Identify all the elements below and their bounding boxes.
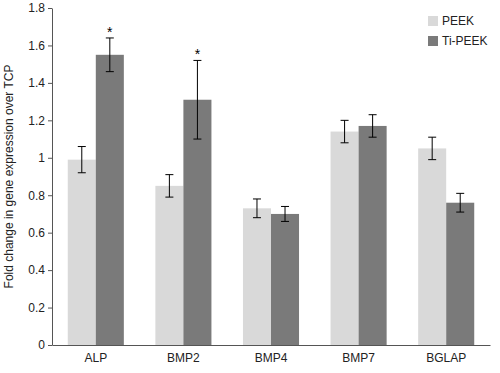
series <box>96 38 474 345</box>
y-axis-line <box>52 9 53 346</box>
error-bar <box>428 137 436 159</box>
x-tick: ALP <box>84 345 107 365</box>
y-tick: 1.6 <box>28 39 52 53</box>
plot: **00.20.40.60.811.21.41.61.8ALPBMP2BMP4B… <box>28 1 490 364</box>
error-bar <box>253 199 261 218</box>
y-tick-mark <box>48 270 52 271</box>
x-tick-label: BMP2 <box>167 351 200 365</box>
y-tick: 0.8 <box>28 189 52 203</box>
bar <box>271 214 299 345</box>
error-bar <box>281 206 289 221</box>
x-tick: BMP2 <box>167 345 200 365</box>
x-tick-label: ALP <box>84 351 107 365</box>
y-tick-mark <box>48 8 52 9</box>
y-tick-label: 1.6 <box>28 39 45 53</box>
error-bar <box>369 115 377 137</box>
bar <box>155 186 183 345</box>
y-tick: 0.6 <box>28 226 52 240</box>
y-tick-mark <box>48 233 52 234</box>
bars <box>68 38 474 345</box>
y-tick: 1.8 <box>28 1 52 15</box>
y-tick-mark <box>48 45 52 46</box>
y-tick: 1.2 <box>28 114 52 128</box>
x-tick-label: BMP7 <box>342 351 375 365</box>
y-tick-mark <box>48 158 52 159</box>
y-tick: 0.2 <box>28 301 52 315</box>
y-tick-label: 1.2 <box>28 114 45 128</box>
y-tick: 1.4 <box>28 76 52 90</box>
legend-label: PEEK <box>442 14 474 28</box>
legend: PEEK Ti-PEEK <box>428 14 488 48</box>
error-bar <box>193 60 201 139</box>
y-tick: 1 <box>38 151 52 165</box>
y-tick: 0 <box>38 338 52 352</box>
error-bar <box>106 38 114 72</box>
y-tick-label: 1.8 <box>28 1 45 15</box>
y-tick-label: 1 <box>38 151 45 165</box>
x-tick-label: BGLAP <box>426 351 466 365</box>
error-bar <box>78 147 86 173</box>
y-tick-mark <box>48 120 52 121</box>
chart: **00.20.40.60.811.21.41.61.8ALPBMP2BMP4B… <box>0 0 500 373</box>
legend-item: Ti-PEEK <box>428 34 488 48</box>
x-tick: BMP7 <box>342 345 375 365</box>
y-tick-mark <box>48 308 52 309</box>
error-bar <box>165 175 173 197</box>
y-tick: 0.4 <box>28 263 52 277</box>
error-bar <box>341 120 349 142</box>
y-tick-mark <box>48 345 52 346</box>
legend-label: Ti-PEEK <box>442 34 488 48</box>
x-tick: BMP4 <box>255 345 288 365</box>
bar <box>331 132 359 345</box>
legend-swatch <box>428 16 438 26</box>
bar <box>68 160 96 345</box>
y-tick-label: 0.2 <box>28 301 45 315</box>
x-axis-line <box>53 345 491 346</box>
annotation: * <box>195 46 201 62</box>
annotation: * <box>107 24 113 40</box>
y-tick-label: 0 <box>38 338 45 352</box>
y-tick-label: 1.4 <box>28 76 45 90</box>
annotations: ** <box>107 24 201 62</box>
legend-swatch <box>428 36 438 46</box>
x-axis: ALP BMP2 BMP4 BMP7 BGLAP <box>53 345 491 365</box>
y-tick-label: 0.4 <box>28 263 45 277</box>
bar <box>243 208 271 345</box>
bar <box>359 126 387 345</box>
y-axis: 0 0.2 0.4 0.6 0.8 1 1.2 1.4 1.6 1.8 <box>28 1 52 352</box>
bar <box>446 203 474 345</box>
y-tick-mark <box>48 83 52 84</box>
x-tick: BGLAP <box>426 345 466 365</box>
bar <box>96 55 124 345</box>
series <box>68 120 446 345</box>
bar <box>418 148 446 345</box>
y-tick-label: 0.8 <box>28 189 45 203</box>
y-tick-mark <box>48 195 52 196</box>
y-axis-title: Fold change in gene expression over TCP <box>2 65 16 289</box>
x-tick-label: BMP4 <box>255 351 288 365</box>
legend-item: PEEK <box>428 14 474 28</box>
y-tick-label: 0.6 <box>28 226 45 240</box>
error-bar <box>456 193 464 212</box>
